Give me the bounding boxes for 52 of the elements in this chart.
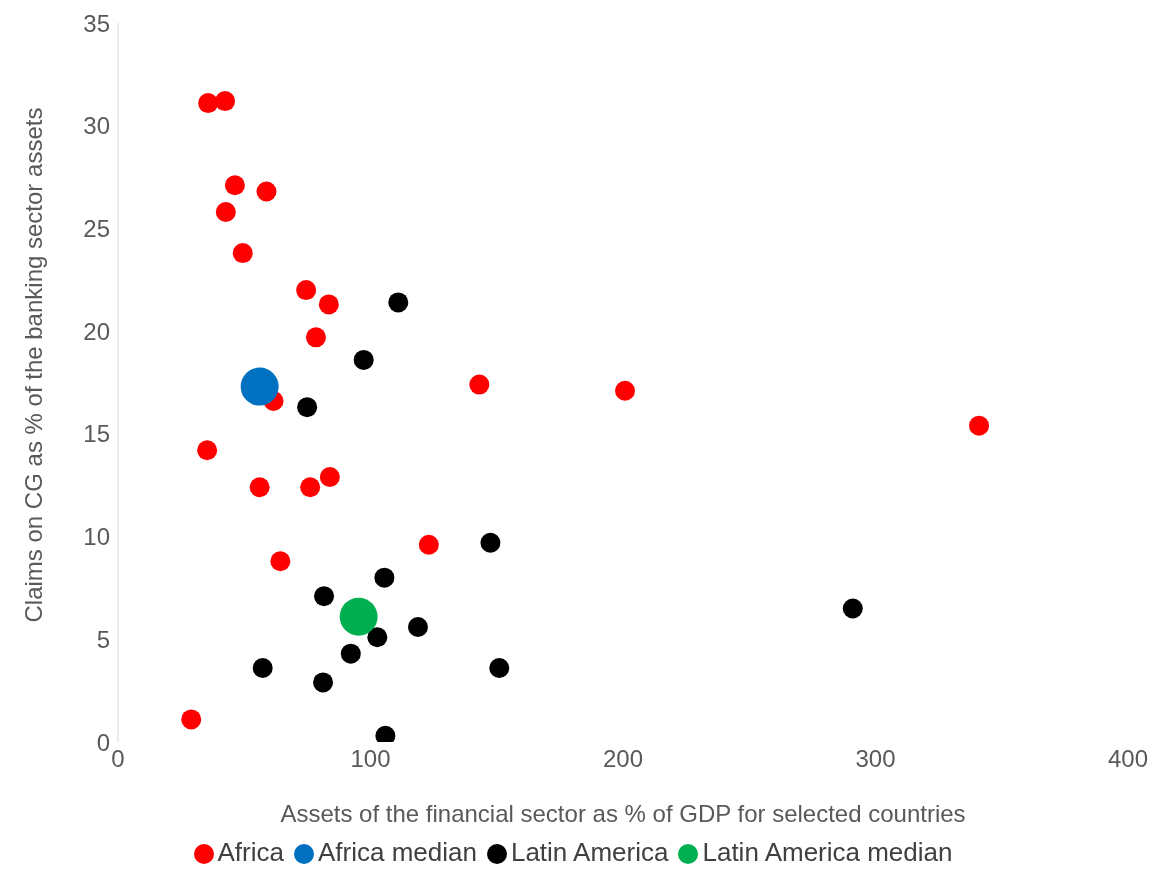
point (297, 397, 318, 418)
point (305, 327, 326, 348)
point (418, 534, 439, 555)
point (340, 643, 361, 664)
x-tick-label: 200 (602, 745, 644, 773)
point (296, 280, 317, 301)
point (388, 292, 409, 313)
y-tick-label: 10 (83, 523, 110, 551)
point (374, 567, 395, 588)
point (367, 627, 388, 648)
y-tick-label: 0 (96, 728, 110, 756)
point (319, 467, 340, 487)
legend-label: Latin America (510, 837, 669, 867)
point (240, 367, 279, 406)
point (842, 598, 863, 619)
point (407, 616, 428, 637)
point (197, 440, 218, 461)
point (615, 380, 636, 401)
point (256, 181, 277, 202)
point (318, 294, 339, 315)
point (181, 709, 202, 730)
point (249, 477, 270, 498)
point (313, 672, 334, 693)
x-tick-label: 100 (350, 745, 391, 773)
point (215, 91, 236, 112)
point (314, 586, 335, 607)
y-tick-label: 15 (83, 420, 110, 448)
point (969, 415, 990, 436)
point (469, 374, 490, 395)
point (300, 477, 321, 498)
y-tick-label: 5 (96, 625, 110, 653)
legend-label: Latin America median (702, 837, 953, 867)
point (224, 175, 245, 196)
y-axis-title: Claims on CG as % of the banking sector assets (19, 107, 47, 623)
y-tick-label: 25 (83, 214, 110, 242)
legend-label: Africa median (317, 837, 477, 867)
point (353, 349, 374, 370)
point (198, 93, 219, 114)
point (270, 551, 291, 572)
y-tick-label: 20 (83, 317, 110, 345)
x-axis-title: Assets of the financial sector as % of GDP for selected countries (280, 800, 966, 827)
point (489, 658, 510, 679)
point (232, 243, 253, 264)
point (480, 532, 501, 553)
point (215, 201, 236, 222)
point (252, 658, 273, 679)
x-tick-label: 400 (1107, 745, 1149, 773)
y-tick-label: 30 (83, 112, 110, 140)
x-tick-label: 300 (855, 745, 896, 773)
legend-label: Africa (217, 837, 284, 867)
point (339, 597, 378, 636)
y-tick-label: 35 (83, 9, 110, 37)
